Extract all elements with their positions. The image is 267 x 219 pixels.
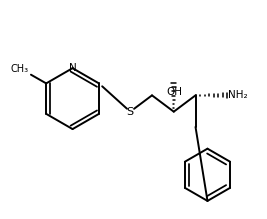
Text: S: S [127, 107, 134, 117]
Text: NH₂: NH₂ [228, 90, 248, 100]
Text: N: N [69, 63, 76, 73]
Text: CH₃: CH₃ [11, 64, 29, 74]
Text: OH: OH [167, 87, 183, 97]
